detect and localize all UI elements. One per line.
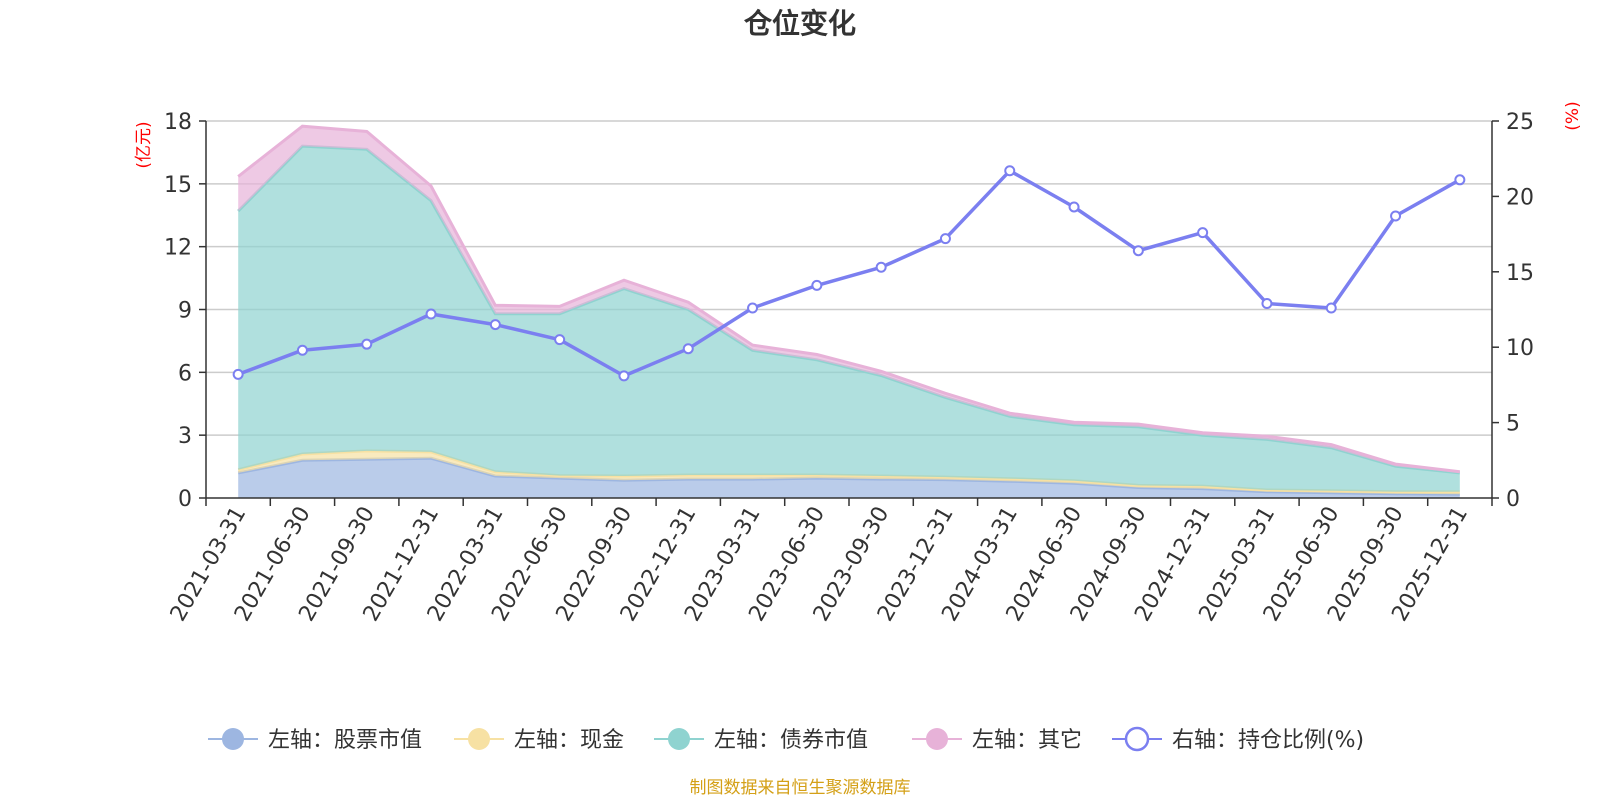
legend: 左轴：股票市值 左轴：现金 左轴：债券市值 左轴：其它 右轴：持仓比例(%) bbox=[208, 726, 1364, 753]
right-tick-label: 0 bbox=[1506, 487, 1520, 512]
legend-item[interactable]: 左轴：其它 bbox=[912, 728, 1082, 753]
area-series-2 bbox=[238, 146, 1460, 492]
ratio-point bbox=[489, 319, 501, 331]
left-tick-label: 0 bbox=[178, 487, 192, 512]
legend-dot-icon bbox=[468, 728, 490, 750]
right-tick-label: 25 bbox=[1506, 110, 1534, 135]
stacked-areas bbox=[237, 124, 1460, 498]
legend-item[interactable]: 左轴：股票市值 bbox=[208, 728, 422, 753]
right-axis-unit: (%) bbox=[1563, 101, 1583, 130]
left-tick-label: 3 bbox=[178, 424, 192, 449]
left-tick-label: 9 bbox=[178, 299, 192, 324]
ratio-point bbox=[811, 279, 823, 291]
chart-title: 仓位变化 bbox=[744, 7, 856, 40]
ratio-point bbox=[554, 334, 566, 346]
ratio-point bbox=[1390, 210, 1402, 222]
right-tick-label: 15 bbox=[1506, 261, 1534, 286]
ratio-point bbox=[747, 302, 759, 314]
left-tick-label: 6 bbox=[178, 361, 192, 386]
right-tick-label: 5 bbox=[1506, 412, 1520, 437]
legend-item[interactable]: 左轴：债券市值 bbox=[654, 728, 868, 753]
legend-ring-icon bbox=[1124, 726, 1150, 752]
ratio-point bbox=[232, 368, 244, 380]
legend-label: 左轴：股票市值 bbox=[268, 728, 422, 753]
left-tick-label: 15 bbox=[164, 173, 192, 198]
legend-item[interactable]: 右轴：持仓比例(%) bbox=[1112, 726, 1364, 753]
source-note: 制图数据来自恒生聚源数据库 bbox=[690, 778, 911, 798]
left-tick-label: 12 bbox=[164, 236, 192, 261]
right-tick-label: 20 bbox=[1506, 185, 1534, 210]
ratio-point bbox=[939, 233, 951, 245]
area-series-3-edge bbox=[237, 124, 1460, 474]
legend-item[interactable]: 左轴：现金 bbox=[454, 728, 624, 753]
legend-dot-icon bbox=[222, 728, 244, 750]
ratio-point bbox=[296, 344, 308, 356]
ratio-point bbox=[1325, 302, 1337, 314]
left-axis-unit: (亿元) bbox=[134, 121, 154, 168]
ratio-line-path bbox=[237, 169, 1461, 378]
ratio-point bbox=[682, 343, 694, 355]
ratio-point bbox=[361, 338, 373, 350]
right-tick-label: 10 bbox=[1506, 336, 1534, 361]
ratio-point bbox=[1197, 227, 1209, 239]
ratio-point bbox=[425, 308, 437, 320]
ratio-point bbox=[1132, 245, 1144, 257]
legend-label: 左轴：现金 bbox=[514, 728, 624, 753]
legend-dot-icon bbox=[926, 728, 948, 750]
ratio-point bbox=[1068, 201, 1080, 213]
ratio-line bbox=[232, 165, 1466, 382]
ratio-point bbox=[875, 261, 887, 273]
legend-label: 左轴：其它 bbox=[972, 728, 1082, 753]
ratio-point bbox=[1004, 165, 1016, 177]
legend-dot-icon bbox=[668, 728, 690, 750]
ratio-point bbox=[618, 370, 630, 382]
legend-label: 右轴：持仓比例(%) bbox=[1172, 728, 1364, 753]
legend-label: 左轴：债券市值 bbox=[714, 728, 868, 753]
ratio-point bbox=[1261, 297, 1273, 309]
left-tick-label: 18 bbox=[164, 110, 192, 135]
area-series-1 bbox=[238, 450, 1460, 495]
ratio-point bbox=[1454, 174, 1466, 186]
